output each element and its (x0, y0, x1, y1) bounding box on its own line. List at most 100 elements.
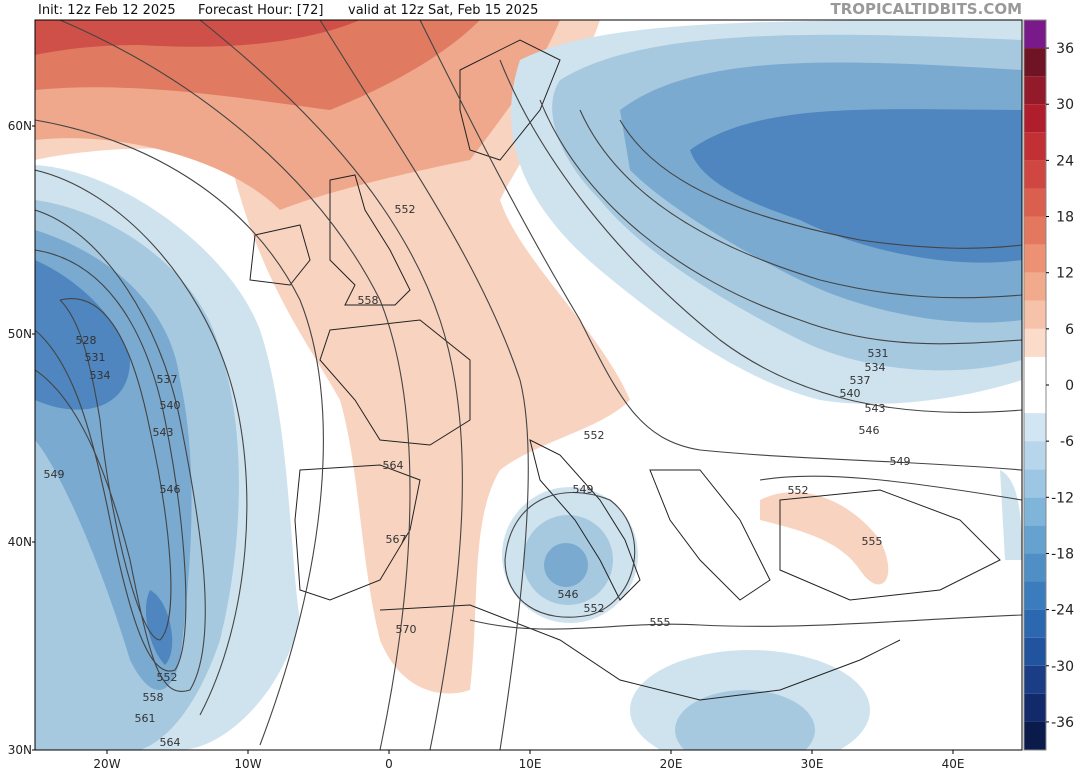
colorbar-band (1024, 328, 1046, 357)
italy-low-3 (544, 543, 588, 587)
contour-label: 564 (160, 736, 181, 749)
colorbar-tick-label: 30 (1056, 97, 1074, 113)
east-edge (1000, 470, 1022, 560)
south-low-2 (675, 690, 815, 750)
colorbar-band (1024, 413, 1046, 442)
anomaly-light (35, 20, 630, 694)
colorbar-band (1024, 637, 1046, 666)
contour-label: 555 (862, 535, 883, 548)
colorbar-band (1024, 441, 1046, 470)
contour-label: 570 (396, 623, 417, 636)
lon-label: 20E (660, 757, 683, 771)
colorbar-band (1024, 244, 1046, 273)
contour-label: 546 (859, 424, 880, 437)
lat-label: 50N (8, 327, 32, 341)
colorbar: 36 30 24 18 12 6 0 -6 -12 -18 -24 -30 -36 (1023, 19, 1074, 751)
contour-label: 549 (573, 483, 594, 496)
colorbar-tick-label: -12 (1051, 490, 1074, 506)
lon-label: 40E (942, 757, 965, 771)
lat-label: 60N (8, 119, 32, 133)
contour-label: 534 (90, 369, 111, 382)
contour-label: 552 (157, 671, 178, 684)
lat-label: 40N (8, 535, 32, 549)
colorbar-band (1024, 497, 1046, 526)
contour-label: 546 (160, 483, 181, 496)
lon-label: 20W (93, 757, 120, 771)
contour-label: 549 (44, 468, 65, 481)
colorbar-band (1024, 104, 1046, 133)
colorbar-band (1024, 693, 1046, 722)
colorbar-band (1024, 272, 1046, 301)
contours (35, 20, 1022, 750)
contour-label: 534 (865, 361, 886, 374)
colorbar-band (1024, 76, 1046, 105)
colorbar-band (1024, 581, 1046, 610)
contour-label: 543 (153, 426, 174, 439)
colorbar-tick-label: -18 (1051, 546, 1074, 562)
anomaly-max (35, 20, 360, 55)
contour-label: 531 (85, 351, 106, 364)
colorbar-band (1024, 356, 1046, 385)
colorbar-band (1024, 609, 1046, 638)
coastlines (249, 39, 1001, 701)
colorbar-tick-label: 0 (1065, 378, 1074, 394)
colorbar-band (1024, 160, 1046, 189)
contour-label: 552 (788, 484, 809, 497)
contour-label: 555 (650, 616, 671, 629)
contour-label: 531 (868, 347, 889, 360)
contour-label: 528 (76, 334, 97, 347)
lon-label: 10W (234, 757, 261, 771)
contour-label: 567 (386, 533, 407, 546)
contour-label: 546 (558, 588, 579, 601)
colorbar-tick-label: -24 (1051, 603, 1074, 619)
contour-label: 540 (160, 399, 181, 412)
colorbar-band (1024, 525, 1046, 554)
atlantic-low-4 (35, 260, 173, 665)
contour-label: 543 (865, 402, 886, 415)
forecast-hour: Forecast Hour: [72] (198, 3, 323, 18)
colorbar-band (1024, 721, 1046, 750)
brand: TROPICALTIDBITS.COM (831, 0, 1023, 18)
anomaly-turkey (760, 492, 889, 585)
colorbar-band (1024, 216, 1046, 245)
colorbar-band (1024, 553, 1046, 582)
colorbar-tick-label: 24 (1056, 153, 1074, 169)
colorbar-tick-label: 12 (1056, 266, 1074, 282)
lon-label: 0 (385, 757, 393, 771)
valid-time: valid at 12z Sat, Feb 15 2025 (348, 3, 538, 18)
contour-label: 552 (584, 602, 605, 615)
colorbar-band (1024, 385, 1046, 414)
contour-label: 552 (584, 429, 605, 442)
colorbar-band (1024, 188, 1046, 217)
lon-label: 10E (519, 757, 542, 771)
colorbar-tick-label: 6 (1065, 322, 1074, 338)
ne-low-4 (690, 109, 1022, 263)
colorbar-tick-label: -6 (1060, 434, 1074, 450)
lat-label: 30N (8, 743, 32, 757)
colorbar-band (1024, 20, 1046, 49)
colorbar-tick-label: -30 (1051, 659, 1074, 675)
init-time: Init: 12z Feb 12 2025 (38, 3, 176, 18)
contour-label: 537 (157, 373, 178, 386)
colorbar-band (1024, 48, 1046, 77)
contour-label: 540 (840, 387, 861, 400)
contour-label: 558 (143, 691, 164, 704)
contour-label: 561 (135, 712, 156, 725)
contour-label: 549 (890, 455, 911, 468)
contour-label: 558 (358, 294, 379, 307)
contour-label: 552 (395, 203, 416, 216)
colorbar-tick-label: 18 (1056, 210, 1074, 226)
axes: 60N 50N 40N 30N 20W 10W 0 10E 20E 30E 40E (8, 119, 965, 771)
colorbar-tick-label: 36 (1056, 41, 1074, 57)
lon-label: 30E (801, 757, 824, 771)
contour-label: 537 (850, 374, 871, 387)
map-frame (34, 19, 1023, 751)
colorbar-band (1024, 300, 1046, 329)
colorbar-tick-label: -36 (1051, 715, 1074, 731)
colorbar-band (1024, 665, 1046, 694)
colorbar-band (1024, 469, 1046, 498)
contour-label: 564 (383, 459, 404, 472)
colorbar-band (1024, 132, 1046, 161)
